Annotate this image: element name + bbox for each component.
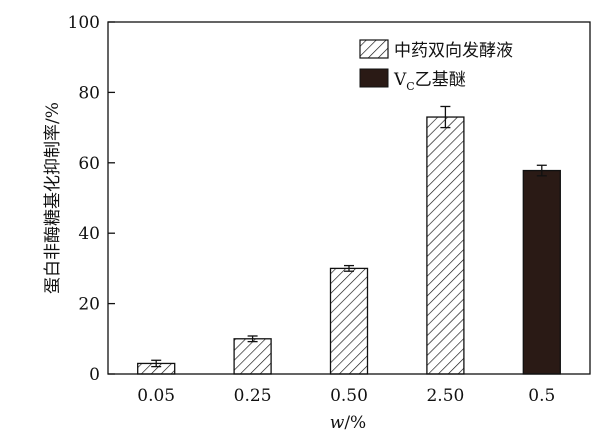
legend-label-fermentation: 中药双向发酵液: [394, 41, 513, 61]
legend-label-vc-rest: 乙基醚: [415, 70, 466, 90]
legend-swatch-hatched: [359, 39, 389, 59]
y-tick-label: 100: [68, 13, 100, 33]
x-axis-title-unit: /%: [344, 413, 366, 433]
y-tick-label: 20: [78, 295, 100, 315]
plot-area: 0 20 40 60 80 100 0.05 0.25 0.50 2.50 0.5: [68, 13, 561, 406]
legend-label-vc-ethyl-ether: VC乙基醚: [393, 70, 466, 93]
y-tick-label: 60: [78, 154, 100, 174]
y-axis-title: 蛋白非酶糖基化抑制率/%: [43, 102, 63, 294]
x-tick-label: 0.50: [330, 386, 368, 406]
x-axis-title: w/%: [330, 413, 366, 433]
bar-vc-ethyl-ether: [522, 169, 561, 375]
legend-label-vc-main: V: [393, 70, 407, 90]
x-tick-label: 0.5: [528, 386, 555, 406]
legend-label-vc-sub: C: [406, 80, 414, 93]
y-tick-label: 40: [78, 224, 100, 244]
plot-frame: [107, 21, 591, 375]
y-tick-label: 0: [89, 365, 100, 385]
x-tick-label: 0.05: [137, 386, 175, 406]
bar-fermentation: [233, 338, 272, 375]
legend-swatch-solid: [359, 68, 389, 88]
y-tick-label: 80: [78, 83, 100, 103]
x-axis-title-variable: w: [330, 413, 345, 433]
legend: 中药双向发酵液 VC乙基醚: [359, 39, 513, 93]
bar-fermentation: [329, 267, 369, 375]
x-tick-label: 2.50: [426, 386, 464, 406]
x-tick-label: 0.25: [234, 386, 272, 406]
bar-fermentation: [426, 116, 465, 375]
